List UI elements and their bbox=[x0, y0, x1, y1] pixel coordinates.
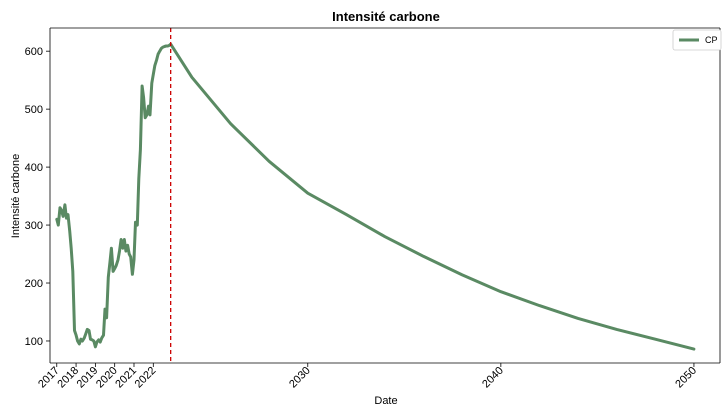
y-tick-label: 100 bbox=[25, 336, 43, 348]
y-axis-label: Intensité carbone bbox=[10, 154, 22, 238]
x-axis-label: Date bbox=[374, 395, 397, 405]
chart-title: Intensité carbone bbox=[332, 9, 440, 24]
y-tick-label: 300 bbox=[25, 220, 43, 232]
y-tick-label: 600 bbox=[25, 46, 43, 58]
legend-label-cp: CP bbox=[705, 35, 718, 45]
y-axis-ticks: 100 200 300 400 500 600 bbox=[25, 46, 50, 348]
y-tick-label: 500 bbox=[25, 104, 43, 116]
y-tick-label: 400 bbox=[25, 162, 43, 174]
y-tick-label: 200 bbox=[25, 278, 43, 290]
plot-area bbox=[49, 27, 721, 364]
legend: CP bbox=[672, 29, 722, 51]
